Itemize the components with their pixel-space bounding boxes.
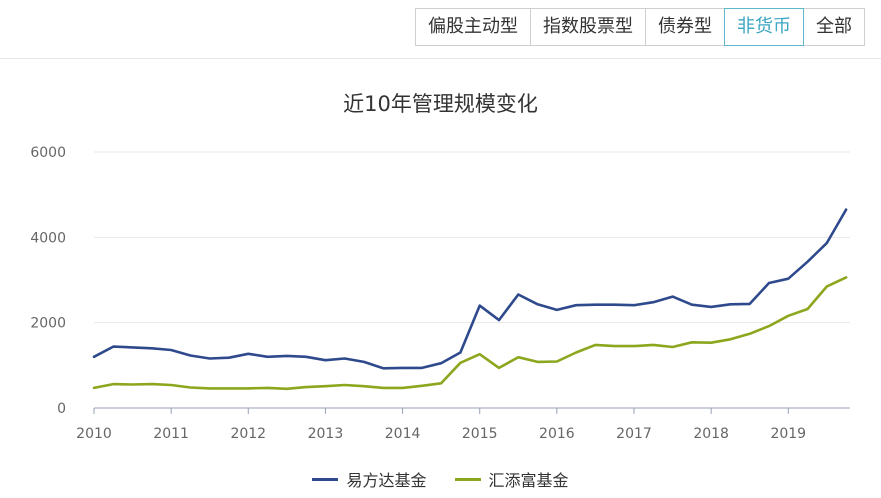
- tab-non-money[interactable]: 非货币: [724, 8, 804, 46]
- tab-all[interactable]: 全部: [803, 8, 865, 46]
- tab-active-equity[interactable]: 偏股主动型: [415, 8, 531, 46]
- y-tick-label: 6000: [30, 145, 66, 161]
- chart-title: 近10年管理规模变化: [343, 92, 538, 116]
- tab-index-equity[interactable]: 指数股票型: [530, 8, 646, 46]
- x-tick-label: 2011: [153, 426, 189, 442]
- x-tick-label: 2017: [616, 426, 652, 442]
- legend-item-huitianfu[interactable]: 汇添富基金: [454, 467, 569, 491]
- chart-legend: 易方达基金 汇添富基金: [0, 467, 881, 491]
- x-tick-label: 2019: [770, 426, 806, 442]
- header-divider: [0, 58, 881, 59]
- x-tick-label: 2010: [76, 426, 112, 442]
- series-line-efund: [92, 208, 848, 370]
- y-tick-label: 0: [57, 401, 66, 417]
- legend-item-efund[interactable]: 易方达基金: [312, 467, 427, 491]
- tab-bond[interactable]: 债券型: [645, 8, 725, 46]
- x-tick-label: 2013: [308, 426, 344, 442]
- x-tick-label: 2016: [539, 426, 575, 442]
- x-tick-label: 2018: [693, 426, 729, 442]
- y-tick-label: 2000: [30, 316, 66, 332]
- y-tick-label: 4000: [30, 230, 66, 246]
- legend-label-efund: 易方达基金: [346, 471, 427, 490]
- fund-type-tabs: 偏股主动型 指数股票型 债券型 非货币 全部: [415, 8, 865, 46]
- series-line-huitianfu: [92, 276, 848, 391]
- x-tick-label: 2015: [462, 426, 498, 442]
- x-tick-label: 2014: [385, 426, 421, 442]
- legend-swatch-huitianfu: [454, 477, 481, 481]
- x-tick-label: 2012: [230, 426, 266, 442]
- legend-swatch-efund: [312, 477, 339, 481]
- legend-label-huitianfu: 汇添富基金: [488, 471, 569, 490]
